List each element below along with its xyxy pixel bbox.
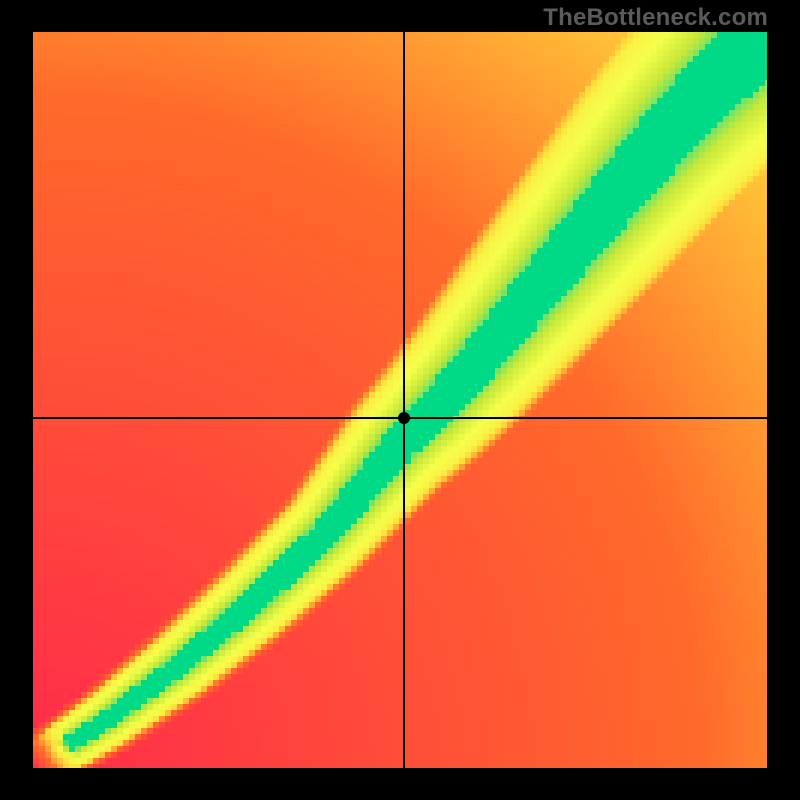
watermark-text: TheBottleneck.com [543, 4, 768, 32]
crosshair-marker [398, 412, 410, 424]
crosshair-vertical [403, 32, 405, 768]
heatmap-canvas [33, 32, 767, 768]
heatmap-plot [33, 32, 767, 768]
